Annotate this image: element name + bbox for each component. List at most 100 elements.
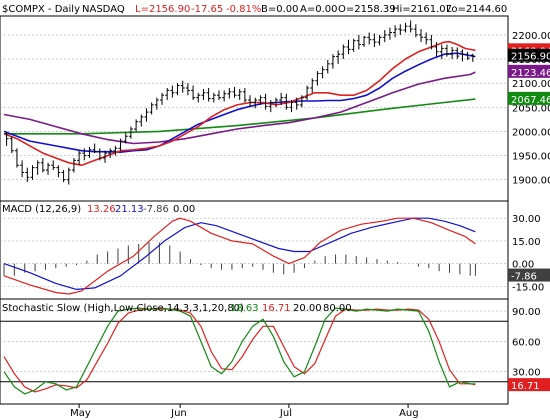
- ma-green-line: [4, 98, 476, 135]
- price-bar: [294, 97, 299, 110]
- header-open: O=2158.39: [338, 4, 396, 15]
- price-bar: [128, 126, 133, 139]
- ma-red-line: [3, 40, 476, 166]
- price-bar: [248, 95, 253, 108]
- price-bar: [56, 165, 61, 178]
- price-bar: [470, 53, 475, 62]
- price-bar: [460, 49, 465, 62]
- price-bar: [305, 85, 310, 101]
- price-bar: [465, 51, 470, 60]
- x-axis-label: Jul: [279, 408, 292, 419]
- price-y-tick-label: 2200.00: [512, 31, 550, 42]
- price-bar: [439, 44, 444, 60]
- price-bar: [232, 87, 237, 98]
- price-bar: [398, 24, 403, 35]
- price-bar: [325, 59, 330, 74]
- price-bar: [149, 102, 154, 115]
- price-bar: [14, 148, 19, 168]
- price-bar: [35, 160, 40, 175]
- price-bar: [185, 83, 190, 96]
- price-bar: [356, 34, 361, 50]
- price-bar: [320, 66, 325, 79]
- price-bar: [222, 90, 227, 102]
- price-bar: [134, 119, 139, 132]
- macd-panel: 30.00 15.00 0.00 -15.00 -7.86 MACD (12,26,9…: [0, 200, 550, 300]
- price-right-label-box: [508, 91, 550, 105]
- price-bar: [113, 145, 118, 156]
- price-bar: [444, 44, 449, 57]
- stochastic-header: Stochastic Slow (High,Low,Close,14,3,3,1…: [2, 303, 352, 314]
- stochastic-right-label-group: 16.71: [508, 378, 550, 392]
- macd-y-axis: 30.00 15.00 0.00 -15.00: [512, 214, 544, 293]
- ma-purple-line: [3, 71, 476, 145]
- price-bar: [268, 100, 273, 113]
- price-bar: [315, 71, 320, 86]
- price-bar: [123, 132, 128, 144]
- macd-header: MACD (12,26,9) 13.26 21.13 -7.86 0.00: [2, 204, 195, 215]
- price-bar: [71, 157, 76, 173]
- price-bar: [341, 44, 346, 60]
- ma-red-line-group: [3, 40, 476, 166]
- macd-y-tick-label: 30.00: [512, 214, 541, 225]
- price-y-tick-label: 2000.00: [512, 127, 550, 138]
- price-bar: [77, 150, 82, 166]
- macd-y-tick-label: -15.00: [512, 282, 544, 293]
- price-bar: [242, 87, 247, 103]
- price-bar: [273, 97, 278, 108]
- x-axis: May Jun Jul Aug: [70, 404, 419, 419]
- macd-red-line: [3, 217, 476, 295]
- header-ask: A=0.00: [300, 4, 338, 15]
- price-bar: [154, 97, 159, 110]
- price-right-label: 2123.46: [511, 68, 550, 79]
- stochastic-y-tick-label: 90.00: [512, 307, 541, 318]
- price-right-label-box: [508, 64, 550, 78]
- x-axis-label: Jun: [170, 408, 187, 419]
- price-header: $COMPX - Daily NASDAQ L=2156.90 -17.65 -…: [2, 4, 507, 15]
- stochastic-right-label-box: [508, 378, 550, 392]
- price-bar: [367, 32, 372, 45]
- macd-value-1: 13.26: [87, 204, 116, 215]
- price-bar: [279, 92, 284, 105]
- price-bar: [206, 87, 211, 102]
- price-bar: [191, 85, 196, 101]
- macd-title: MACD (12,26,9): [2, 204, 81, 215]
- price-bar: [408, 20, 413, 33]
- price-bar: [61, 170, 66, 183]
- price-bar: [165, 87, 170, 101]
- price-bar: [4, 131, 9, 146]
- price-bar: [382, 30, 387, 43]
- header-low: Lo=2144.60: [446, 4, 507, 15]
- stochastic-value-4: 80.00: [323, 303, 352, 314]
- price-bar: [25, 167, 30, 183]
- price-bar: [299, 95, 304, 108]
- macd-y-tick-label: 15.00: [512, 237, 541, 248]
- price-bar: [362, 35, 367, 47]
- x-axis-label: Aug: [399, 408, 419, 419]
- stochastic-value-3: 20.00: [293, 303, 322, 314]
- price-bar: [170, 85, 175, 98]
- price-bar: [429, 34, 434, 50]
- price-bar: [97, 148, 102, 161]
- header-exchange: NASDAQ: [82, 4, 125, 15]
- price-bar: [253, 97, 258, 109]
- header-change: -17.65: [191, 4, 223, 15]
- price-bar: [450, 46, 455, 60]
- header-symbol: $COMPX - Daily: [2, 4, 80, 15]
- price-bar: [30, 165, 35, 180]
- price-right-label: 2067.46: [511, 95, 550, 106]
- price-bar: [387, 27, 392, 40]
- stochastic-panel: 90.00 60.00 30.00 16.71 Stochastic Slow (H…: [0, 298, 550, 405]
- price-bar: [289, 100, 294, 113]
- header-high: Hi=2161.07: [392, 4, 452, 15]
- stochastic-right-label: 16.71: [511, 381, 540, 392]
- price-bar: [419, 29, 424, 43]
- price-bar: [201, 88, 206, 101]
- price-bar: [455, 47, 460, 60]
- price-bar: [434, 42, 439, 57]
- price-bar: [196, 92, 201, 103]
- price-bars-group: [4, 20, 475, 185]
- price-bar: [40, 157, 45, 173]
- price-bar: [310, 78, 315, 93]
